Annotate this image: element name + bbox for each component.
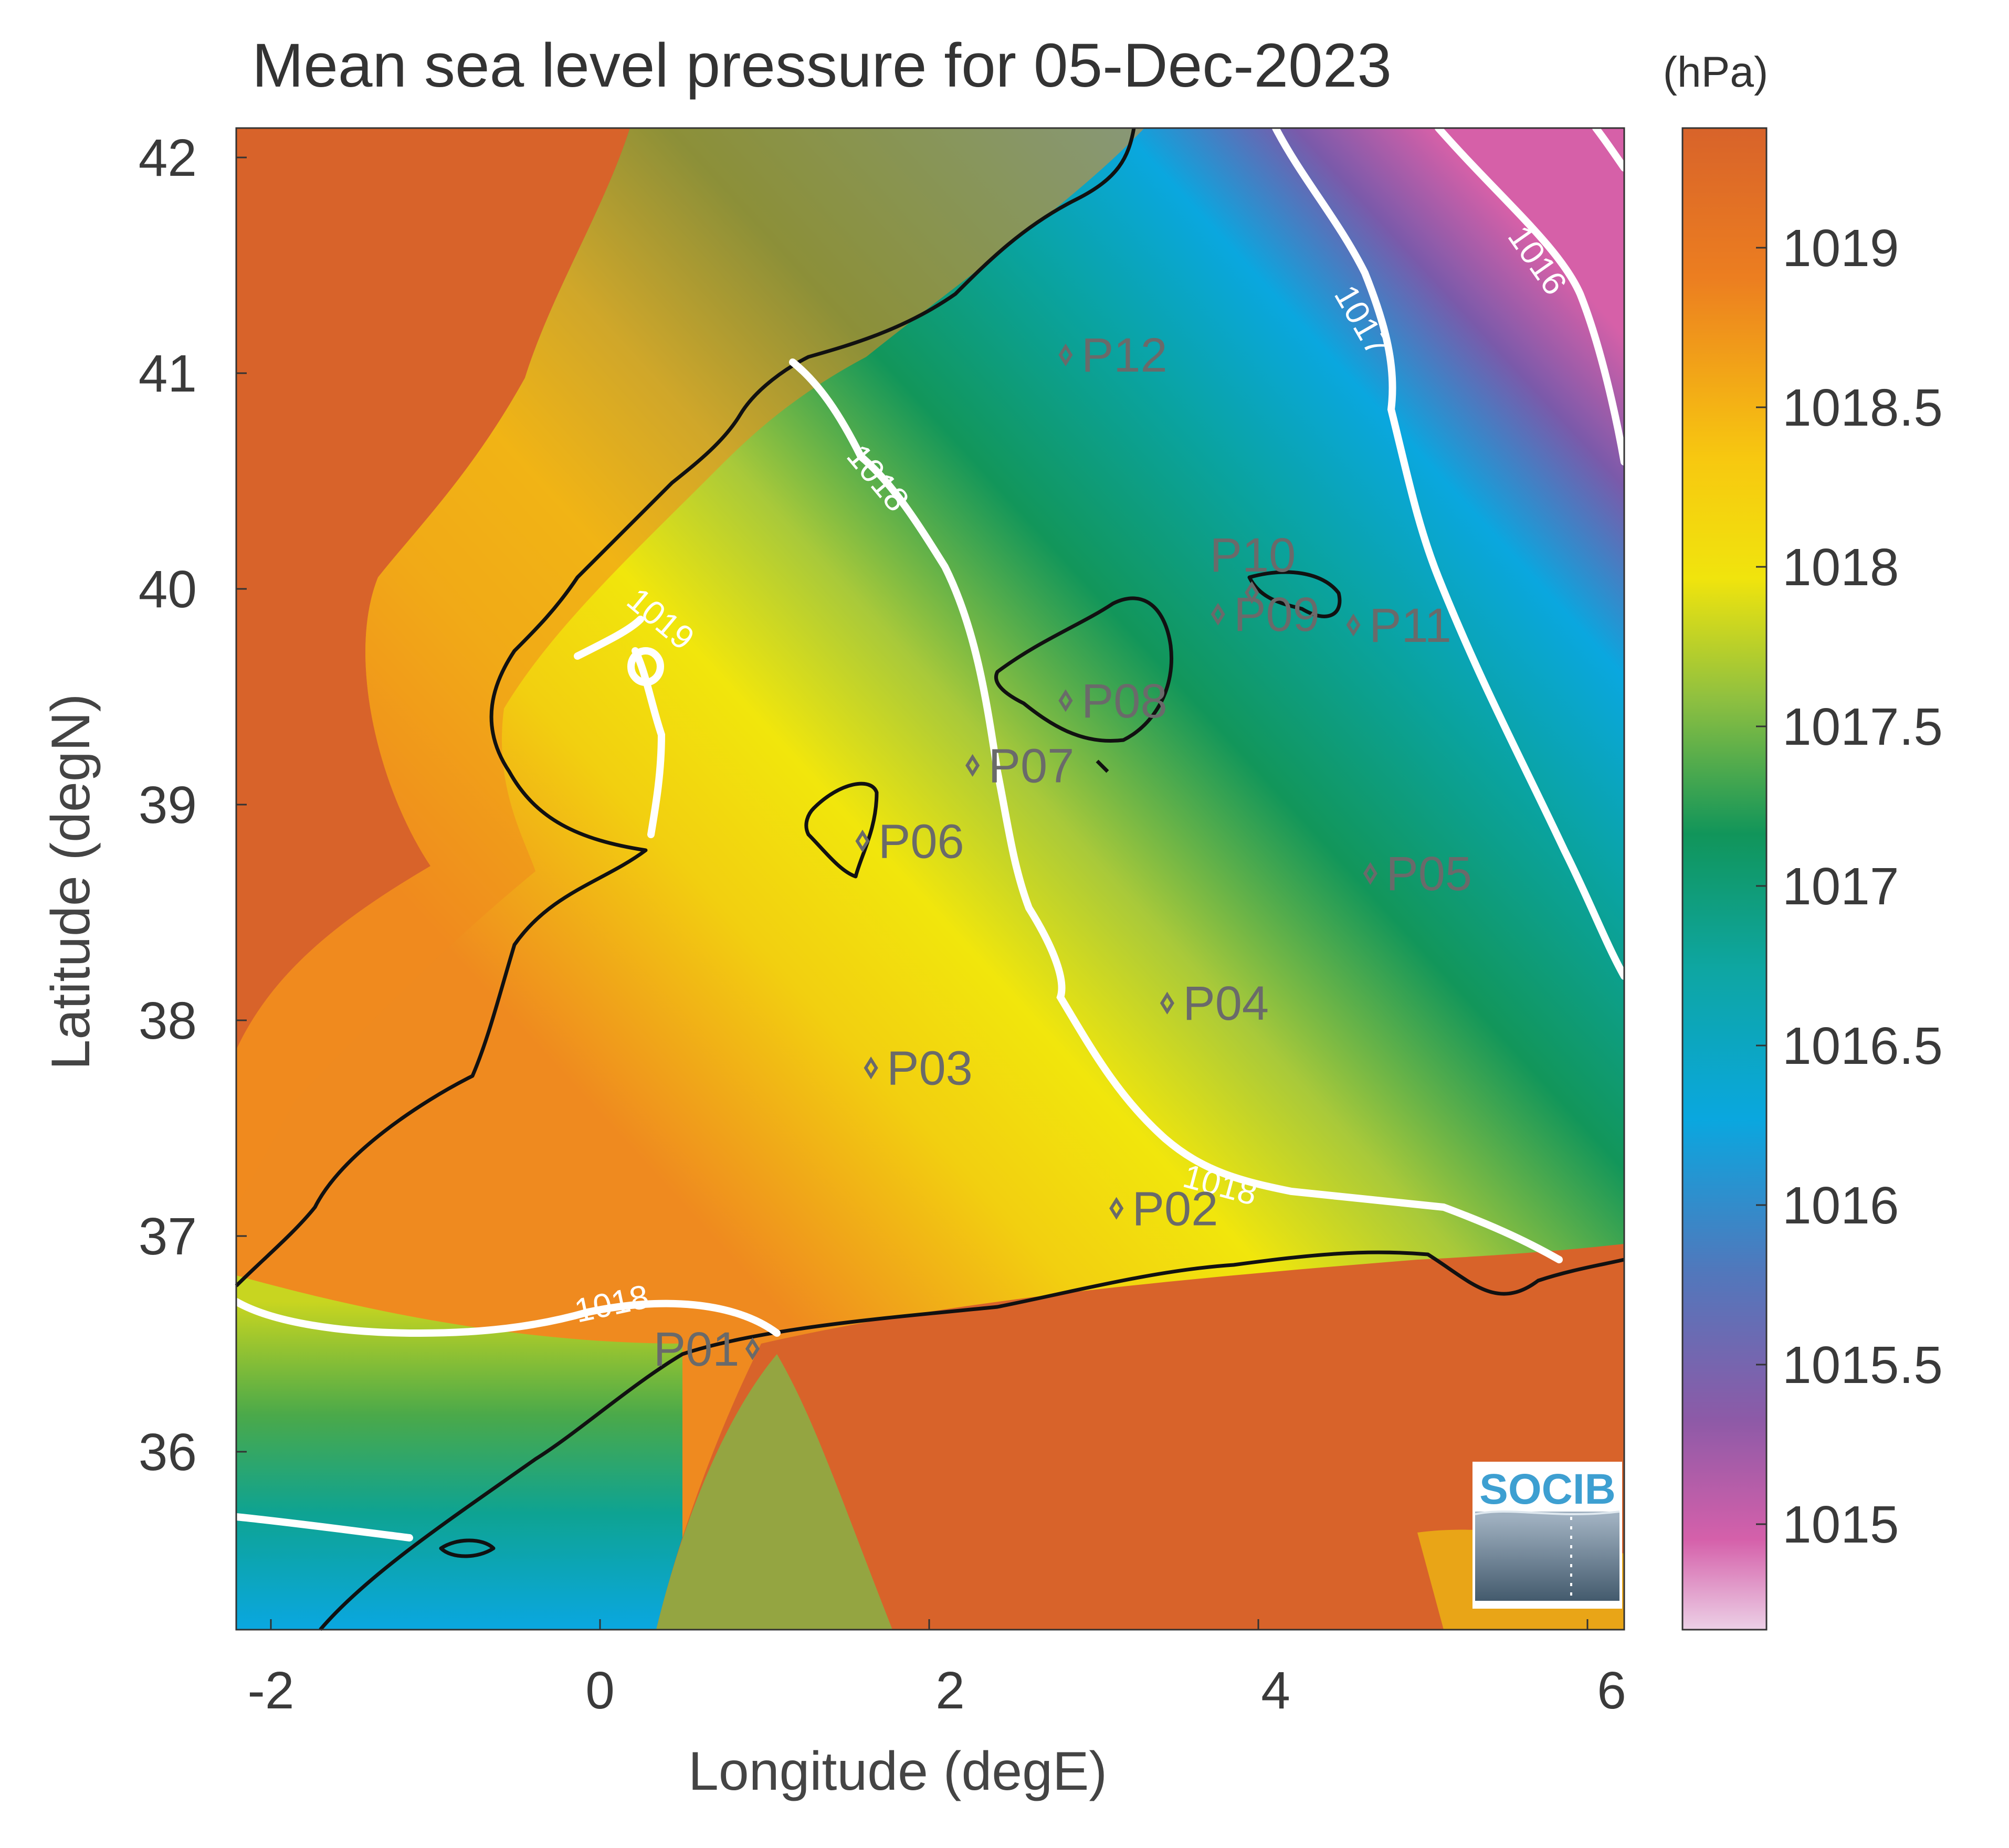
station-label: P08	[1081, 674, 1167, 728]
x-tick-label: -2	[248, 1661, 294, 1720]
station-label: P06	[878, 815, 964, 868]
station-label: P02	[1132, 1182, 1218, 1235]
contour-1016	[1435, 124, 1628, 466]
socib-logo: SOCIB	[1472, 1462, 1622, 1609]
x-tick-label: 0	[585, 1661, 615, 1720]
y-tick-label: 38	[139, 991, 197, 1050]
iberia-coastline	[235, 128, 1136, 1287]
contour-1017	[1272, 124, 1628, 980]
iberia-land	[236, 128, 630, 1050]
menorca-coastline	[1247, 570, 1342, 618]
station-label: P12	[1081, 329, 1167, 382]
station-label: P09	[1234, 588, 1320, 641]
x-axis: -2 0 2 4 6 Longitude (degE)	[248, 1619, 1626, 1802]
station-marker	[1245, 581, 1259, 604]
station-marker	[1160, 991, 1174, 1015]
station-marker	[965, 754, 980, 777]
station-marker	[855, 829, 870, 853]
colorbar-tick-label: 1016.5	[1782, 1017, 1943, 1075]
y-axis: 42 41 40 39 38 37 36 Latitude (degN)	[40, 129, 247, 1482]
logo-text: SOCIB	[1479, 1465, 1616, 1513]
station-marker	[745, 1337, 760, 1360]
y-tick-label: 42	[139, 129, 197, 187]
africa-low-band	[656, 1354, 892, 1630]
station-marker	[864, 1057, 878, 1080]
station-marker	[1211, 603, 1225, 626]
contour-1016-corner	[1592, 124, 1628, 172]
station-marker	[1109, 1197, 1124, 1220]
station-label: P04	[1183, 977, 1269, 1030]
station-marker	[1058, 689, 1073, 712]
colorbar-tick-label: 1017	[1782, 857, 1899, 916]
colorbar-tick-label: 1019	[1782, 219, 1899, 278]
station-label: P11	[1369, 599, 1451, 652]
contour-1018-upper	[789, 358, 1563, 1263]
plot-frame	[235, 127, 1625, 1631]
contour-lines	[233, 124, 1628, 1541]
contour-1019-ring	[627, 647, 664, 686]
station-label: P10	[1210, 529, 1296, 582]
africa-coastline	[319, 1250, 1625, 1631]
station-marker	[1058, 343, 1073, 366]
station-label: P07	[988, 739, 1075, 793]
units-label: (hPa)	[1663, 48, 1769, 96]
colorbar-tick-label: 1016	[1782, 1176, 1899, 1235]
x-tick-label: 4	[1261, 1661, 1290, 1720]
y-tick-label: 40	[139, 560, 197, 619]
station-label: P03	[887, 1042, 973, 1095]
cabrera-coastline	[1096, 759, 1109, 773]
contour-1019	[574, 616, 666, 838]
station-label: P01	[654, 1323, 740, 1376]
x-axis-label: Longitude (degE)	[688, 1741, 1107, 1802]
southern-sea-field	[236, 1275, 682, 1630]
y-tick-label: 41	[139, 344, 197, 403]
africa-land	[656, 1244, 1624, 1630]
colorbar-tick-label: 1018	[1782, 538, 1899, 597]
chart-title: Mean sea level pressure for 05-Dec-2023	[252, 31, 1392, 100]
logo-wave-line	[1475, 1511, 1620, 1515]
x-tick-label: 2	[935, 1661, 965, 1720]
y-tick-label: 37	[139, 1207, 197, 1266]
y-tick-label: 36	[139, 1423, 197, 1482]
colorbar-tick-label: 1015.5	[1782, 1336, 1943, 1395]
contour-1018-sw	[233, 1513, 413, 1541]
station-marker	[1363, 862, 1377, 885]
colorbar-gradient	[1681, 127, 1768, 1631]
colorbar-tick-label: 1017.5	[1782, 698, 1943, 756]
colorbar: 1019 1018.5 1018 1017.5 1017 1016.5 1016…	[1681, 127, 1943, 1631]
mallorca-coastline	[994, 596, 1173, 743]
coastal-transition	[236, 128, 1144, 1207]
x-tick-label: 6	[1597, 1661, 1626, 1720]
colorbar-tick-label: 1018.5	[1782, 378, 1943, 437]
colorbar-tick-label: 1015	[1782, 1495, 1899, 1554]
alboran-islet	[439, 1538, 496, 1558]
station-label: P05	[1386, 847, 1472, 901]
ibiza-coastline	[804, 782, 879, 879]
coastlines	[235, 128, 1625, 1631]
contour-1018-lower	[233, 1298, 781, 1337]
station-marker	[1346, 614, 1361, 637]
y-axis-label: Latitude (degN)	[40, 694, 101, 1070]
logo-wave-panel	[1475, 1512, 1619, 1601]
y-tick-label: 39	[139, 776, 197, 835]
